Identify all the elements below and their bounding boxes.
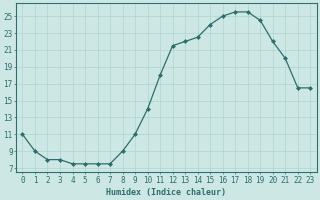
X-axis label: Humidex (Indice chaleur): Humidex (Indice chaleur) [106, 188, 226, 197]
